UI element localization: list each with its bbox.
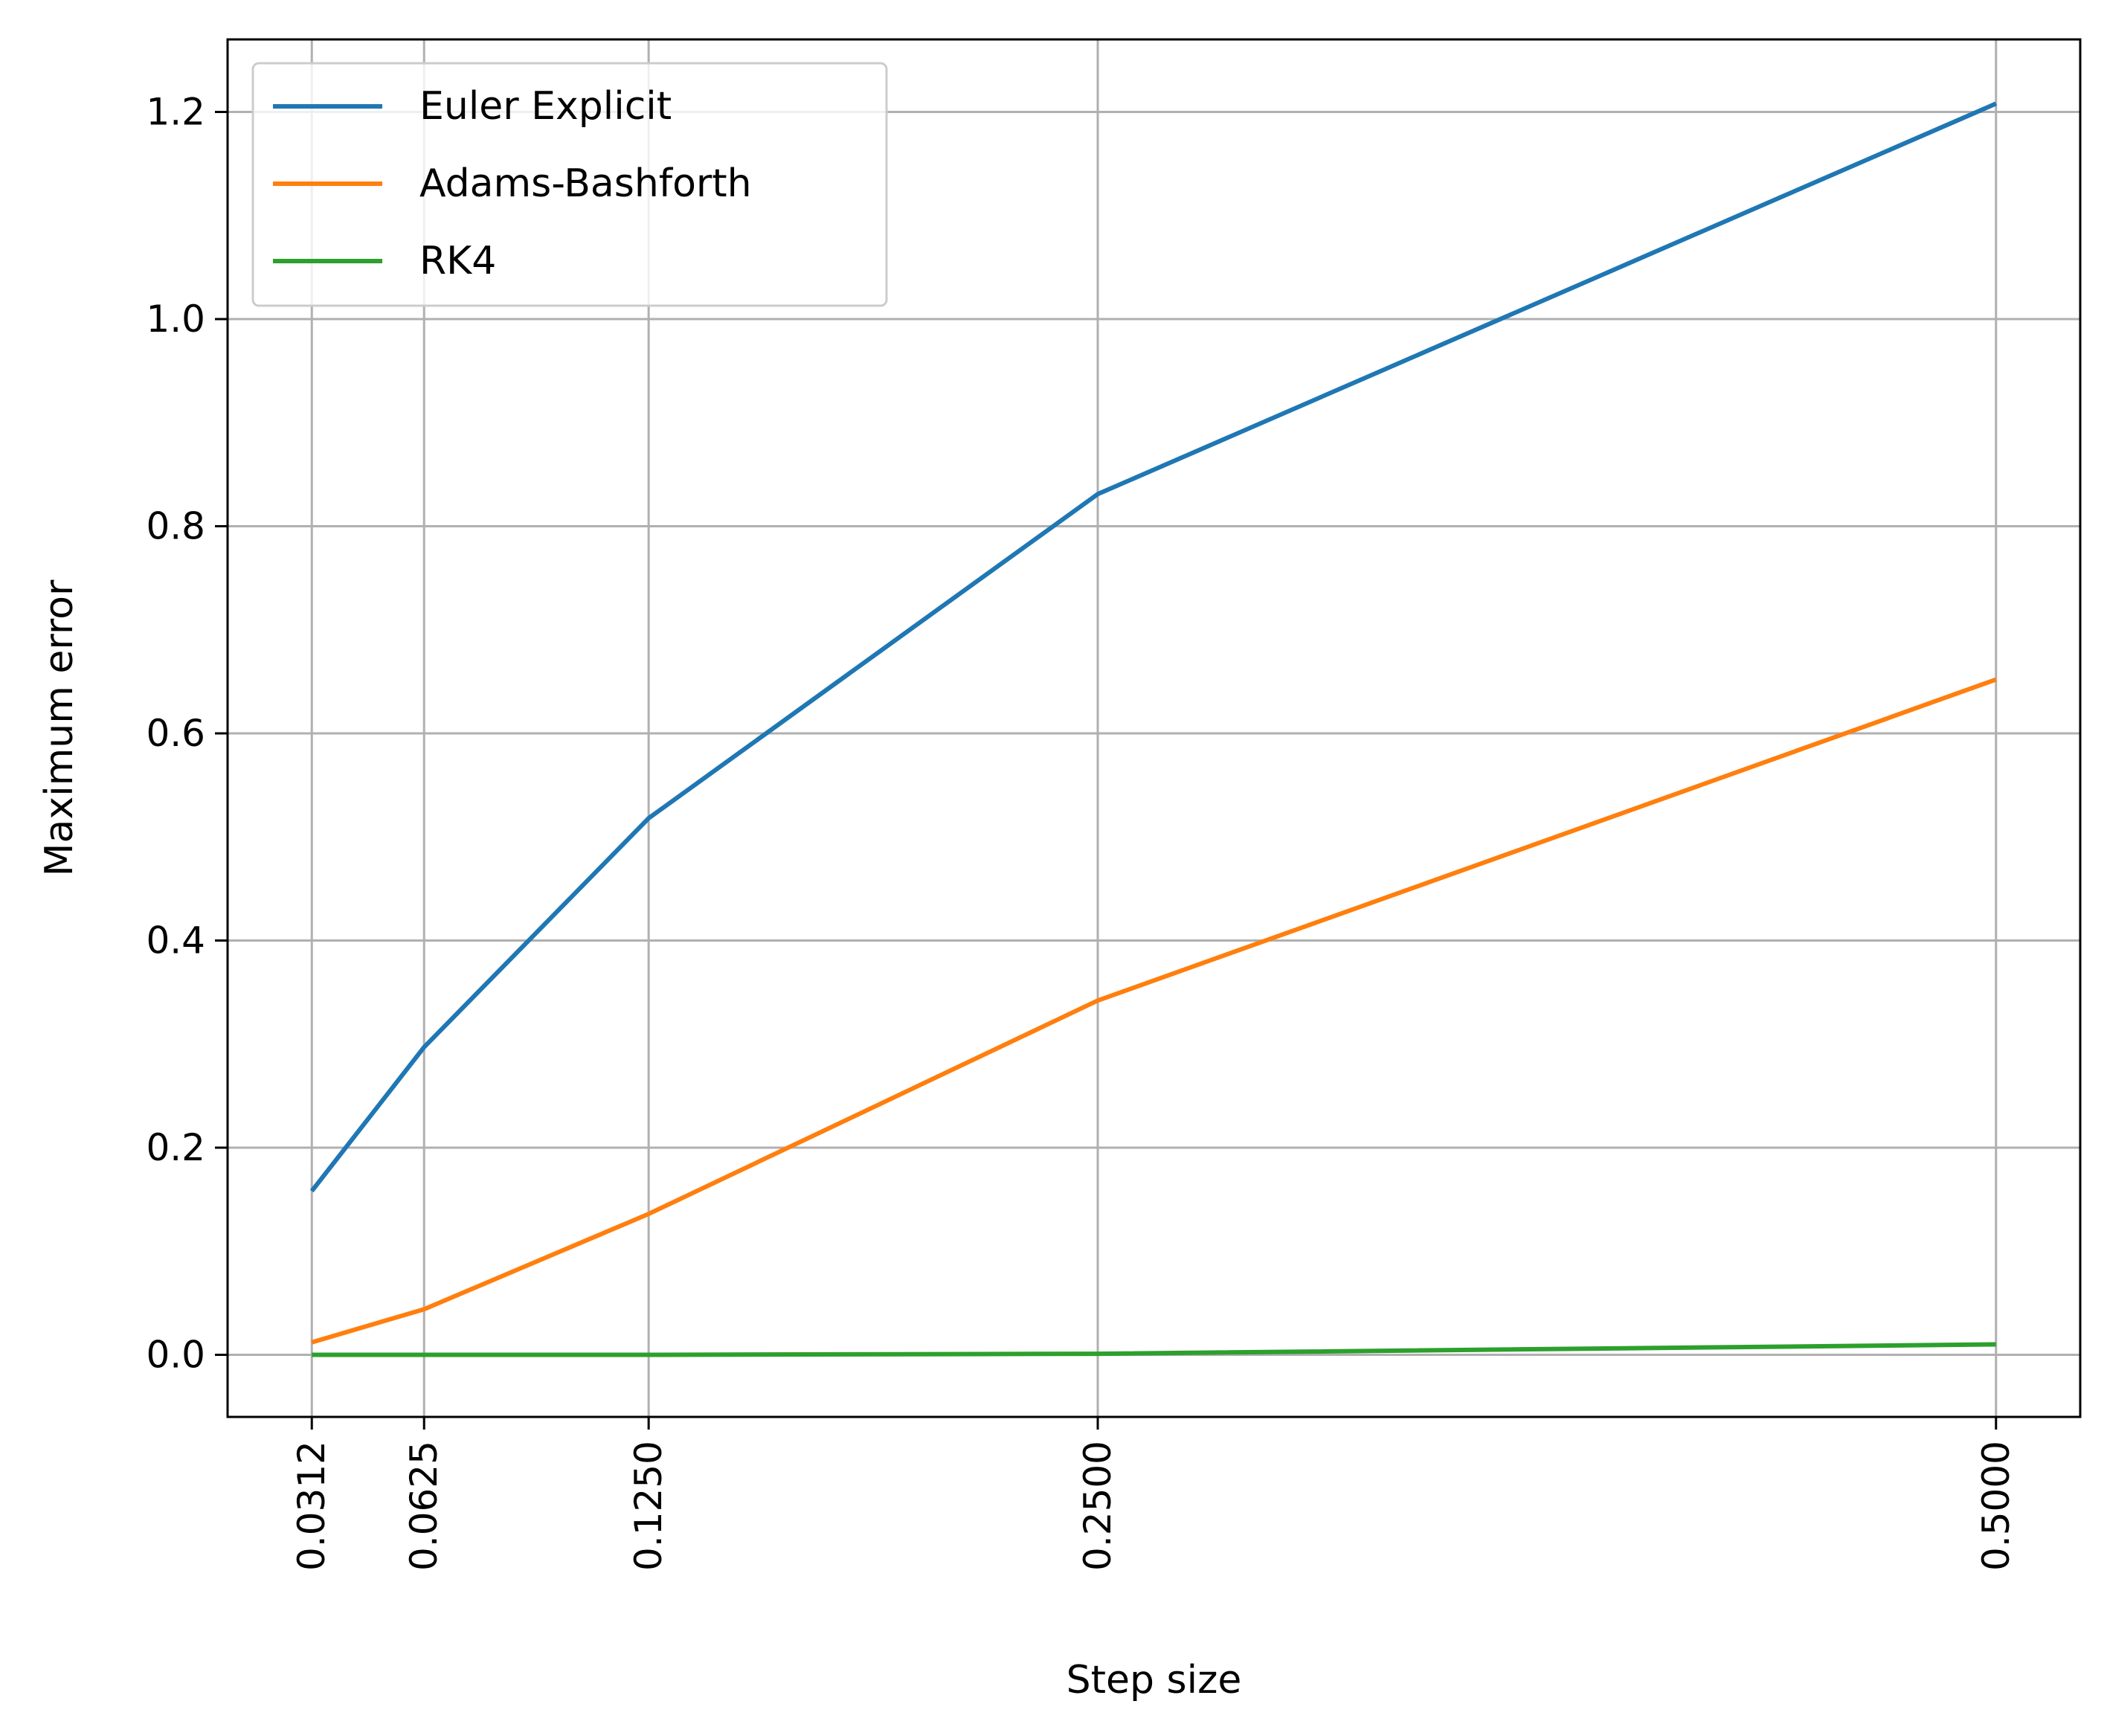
y-axis: 0.0 0.2 0.4 0.6 0.8 1.0 1.2 bbox=[146, 90, 228, 1376]
y-tick-label: 0.8 bbox=[146, 504, 205, 547]
y-tick-label: 0.2 bbox=[146, 1126, 205, 1169]
x-tick-label: 0.1250 bbox=[627, 1441, 670, 1571]
x-tick-label: 0.0312 bbox=[290, 1441, 333, 1571]
x-axis: 0.0312 0.0625 0.1250 0.2500 0.5000 bbox=[290, 1417, 2018, 1571]
y-tick-label: 0.4 bbox=[146, 919, 205, 962]
x-tick-label: 0.2500 bbox=[1076, 1441, 1119, 1571]
x-tick-label: 0.5000 bbox=[1975, 1441, 2018, 1571]
series-lines bbox=[309, 101, 1997, 1357]
series-line-euler-explicit bbox=[309, 101, 1997, 1193]
legend-box bbox=[251, 62, 888, 307]
legend-label: RK4 bbox=[419, 239, 496, 283]
x-axis-title: Step size bbox=[1067, 1658, 1242, 1703]
y-tick-label: 1.2 bbox=[146, 90, 205, 133]
x-tick-label: 0.0625 bbox=[402, 1441, 445, 1571]
y-tick-label: 1.0 bbox=[146, 298, 205, 341]
legend: Euler Explicit Adams-Bashforth RK4 bbox=[251, 62, 888, 307]
series-line-adams-bashforth bbox=[311, 677, 1997, 1345]
legend-items: Euler Explicit Adams-Bashforth RK4 bbox=[273, 84, 752, 283]
y-tick-label: 0.0 bbox=[146, 1333, 205, 1376]
legend-label: Adams-Bashforth bbox=[419, 161, 752, 206]
series-line-rk4 bbox=[312, 1342, 1996, 1357]
y-axis-title: Maximum error bbox=[37, 579, 82, 876]
legend-label: Euler Explicit bbox=[419, 84, 672, 129]
y-tick-label: 0.6 bbox=[146, 712, 205, 755]
plot-frame bbox=[226, 38, 2082, 1418]
